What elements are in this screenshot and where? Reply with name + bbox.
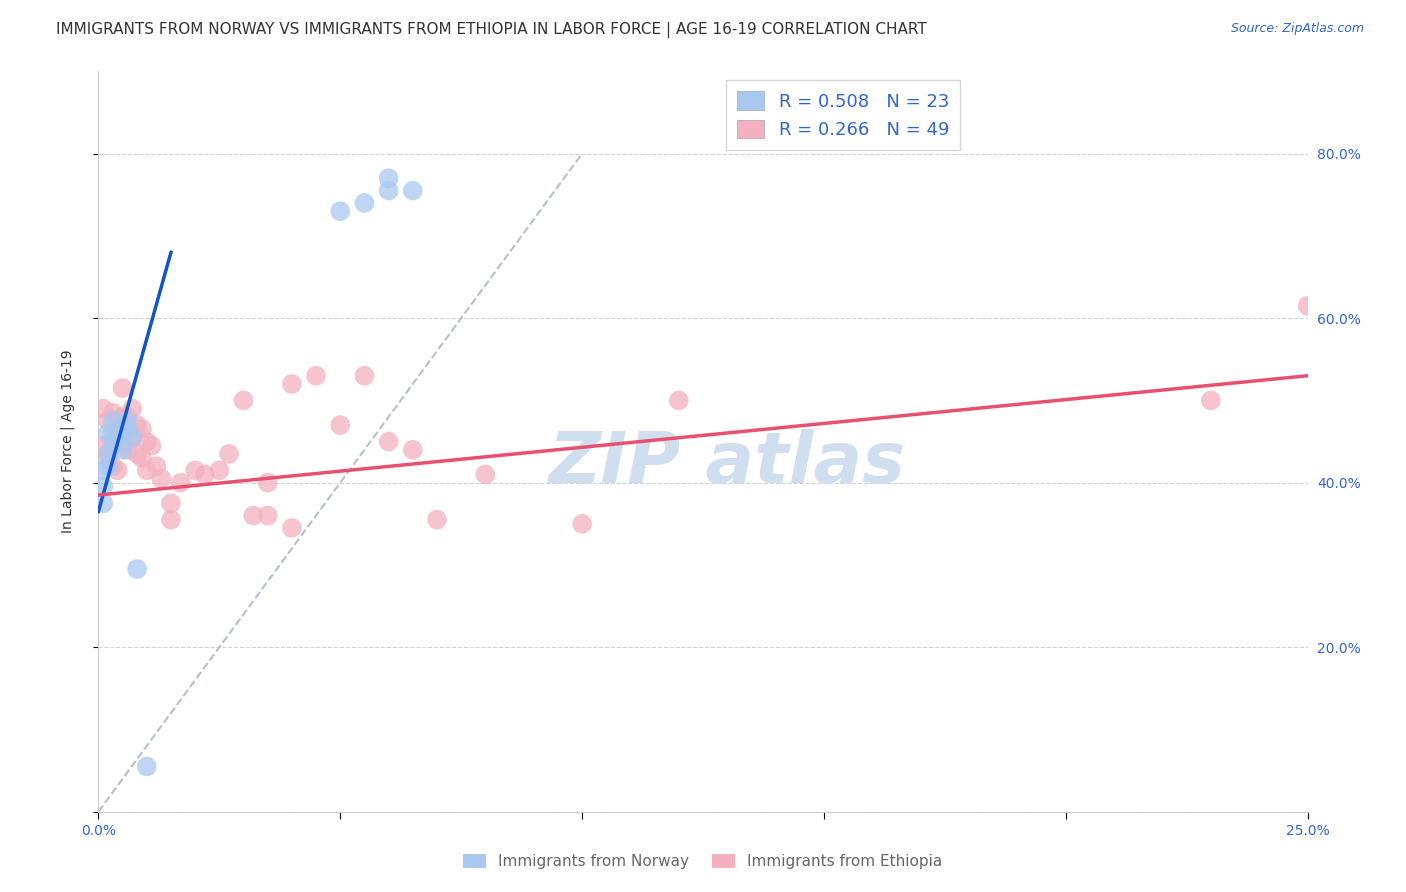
Point: [402, 184, 425, 198]
Point: [97, 459, 120, 474]
Point: [101, 406, 124, 420]
Point: [131, 450, 153, 465]
Point: [131, 422, 153, 436]
Point: [160, 513, 183, 527]
Point: [571, 516, 593, 531]
Point: [127, 447, 149, 461]
Point: [668, 393, 690, 408]
Point: [107, 463, 129, 477]
Point: [194, 467, 217, 482]
Point: [101, 439, 124, 453]
Point: [91, 463, 114, 477]
Point: [256, 475, 278, 490]
Point: [101, 434, 124, 449]
Point: [127, 418, 149, 433]
Point: [117, 422, 139, 436]
Point: [353, 368, 375, 383]
Point: [91, 480, 114, 494]
Point: [242, 508, 264, 523]
Point: [117, 409, 139, 424]
Text: ZIP atlas: ZIP atlas: [548, 429, 905, 499]
Point: [111, 409, 134, 424]
Point: [281, 521, 304, 535]
Point: [101, 426, 124, 441]
Point: [91, 401, 114, 416]
Point: [281, 376, 304, 391]
Point: [145, 459, 167, 474]
Point: [135, 759, 157, 773]
Point: [135, 434, 157, 449]
Point: [232, 393, 254, 408]
Point: [111, 439, 134, 453]
Text: Source: ZipAtlas.com: Source: ZipAtlas.com: [1230, 22, 1364, 36]
Point: [121, 430, 143, 444]
Point: [218, 447, 240, 461]
Point: [91, 496, 114, 510]
Y-axis label: In Labor Force | Age 16-19: In Labor Force | Age 16-19: [60, 350, 75, 533]
Point: [127, 562, 149, 576]
Point: [169, 475, 191, 490]
Point: [377, 184, 399, 198]
Point: [1199, 393, 1222, 408]
Point: [184, 463, 207, 477]
Point: [377, 171, 399, 186]
Point: [377, 434, 399, 449]
Point: [353, 196, 375, 211]
Point: [97, 426, 120, 441]
Point: [160, 496, 183, 510]
Point: [97, 447, 120, 461]
Point: [402, 442, 425, 457]
Point: [1296, 299, 1319, 313]
Point: [256, 508, 278, 523]
Point: [97, 450, 120, 465]
Point: [208, 463, 231, 477]
Point: [121, 430, 143, 444]
Point: [107, 422, 129, 436]
Point: [111, 442, 134, 457]
Legend: R = 0.508   N = 23, R = 0.266   N = 49: R = 0.508 N = 23, R = 0.266 N = 49: [727, 80, 960, 150]
Point: [107, 430, 129, 444]
Legend: Immigrants from Norway, Immigrants from Ethiopia: Immigrants from Norway, Immigrants from …: [457, 848, 949, 875]
Point: [135, 463, 157, 477]
Point: [150, 471, 173, 485]
Text: IMMIGRANTS FROM NORWAY VS IMMIGRANTS FROM ETHIOPIA IN LABOR FORCE | AGE 16-19 CO: IMMIGRANTS FROM NORWAY VS IMMIGRANTS FRO…: [56, 22, 927, 38]
Point: [97, 414, 120, 428]
Point: [117, 414, 139, 428]
Point: [111, 381, 134, 395]
Point: [107, 422, 129, 436]
Point: [111, 426, 134, 441]
Point: [329, 204, 352, 219]
Point: [121, 401, 143, 416]
Point: [474, 467, 496, 482]
Point: [101, 459, 124, 474]
Point: [426, 513, 449, 527]
Point: [101, 414, 124, 428]
Point: [329, 418, 352, 433]
Point: [117, 442, 139, 457]
Point: [305, 368, 328, 383]
Point: [141, 439, 163, 453]
Point: [91, 439, 114, 453]
